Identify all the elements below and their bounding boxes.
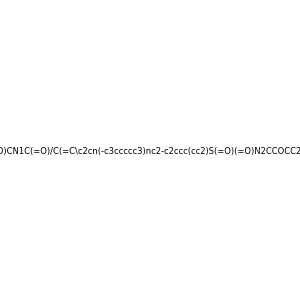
- Text: OC(=O)CN1C(=O)/C(=C\c2cn(-c3ccccc3)nc2-c2ccc(cc2)S(=O)(=O)N2CCOCC2)SC1=S: OC(=O)CN1C(=O)/C(=C\c2cn(-c3ccccc3)nc2-c…: [0, 147, 300, 156]
